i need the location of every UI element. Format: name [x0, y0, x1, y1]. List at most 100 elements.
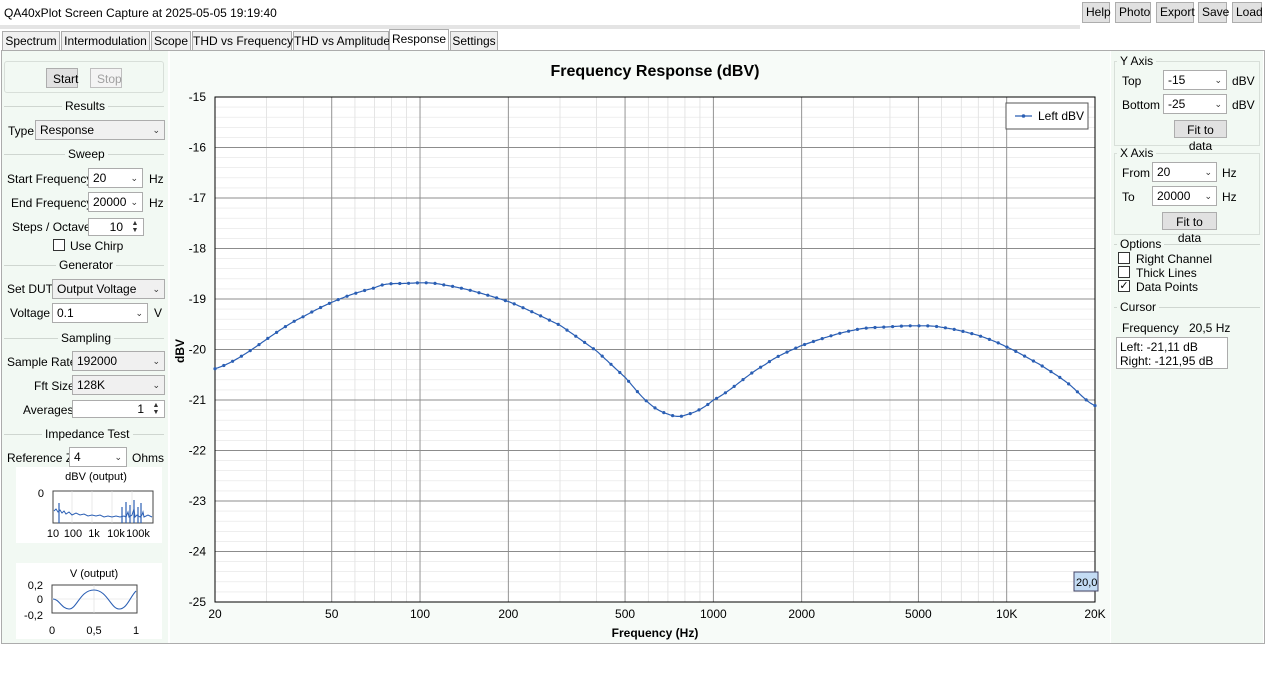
stop-button[interactable]: Stop	[90, 68, 122, 88]
y-top-combo[interactable]: -15 ⌄	[1163, 70, 1227, 90]
end-frequency-label: End Frequency	[11, 196, 93, 210]
x-fit-to-data-button[interactable]: Fit to data	[1162, 212, 1217, 245]
tab-spectrum[interactable]: Spectrum	[2, 31, 60, 50]
run-controls	[4, 61, 164, 93]
data-point	[970, 332, 974, 336]
header-separator	[0, 25, 1080, 29]
data-point	[521, 306, 525, 310]
save-button[interactable]: Save	[1198, 2, 1229, 23]
y-fit-to-data-button[interactable]: Fit to data	[1174, 120, 1227, 153]
data-points-checkbox[interactable]: ✓	[1118, 280, 1130, 292]
tab-thd-vs-amplitude[interactable]: THD vs Amplitude	[293, 31, 390, 50]
mini-scope-x-tick: 0	[49, 625, 55, 637]
data-point	[891, 325, 895, 329]
data-point	[1023, 354, 1027, 358]
reference-z-value: 4	[74, 450, 81, 464]
sample-rate-select[interactable]: 192000 ⌄	[72, 351, 165, 371]
data-point	[266, 336, 270, 340]
data-point	[952, 327, 956, 331]
x-tick-label: 100	[410, 607, 430, 621]
data-point	[873, 325, 877, 330]
cursor-title: Cursor	[1117, 300, 1160, 314]
y-tick-label: -24	[189, 545, 207, 559]
voltage-unit: V	[154, 306, 163, 320]
y-bottom-unit: dBV	[1232, 98, 1255, 112]
right-channel-checkbox[interactable]	[1118, 252, 1130, 264]
series-layer	[213, 281, 1097, 418]
use-chirp-checkbox[interactable]	[53, 239, 65, 251]
y-tick-label: -17	[189, 191, 207, 205]
tab-response[interactable]: Response	[389, 29, 449, 50]
reference-z-label: Reference Z	[7, 451, 74, 465]
y-axis-label: dBV	[173, 339, 187, 363]
averages-label: Averages	[23, 403, 74, 417]
data-point	[1075, 390, 1079, 394]
y-bottom-combo[interactable]: -25 ⌄	[1163, 94, 1227, 114]
tab-scope[interactable]: Scope	[151, 31, 191, 50]
load-button[interactable]: Load	[1232, 2, 1263, 23]
data-point	[231, 359, 235, 363]
data-point	[750, 371, 754, 375]
data-point	[257, 343, 261, 347]
data-point	[301, 315, 305, 319]
data-point	[583, 340, 587, 344]
fft-size-value: 128K	[77, 378, 106, 392]
set-dut-select[interactable]: Output Voltage ⌄	[52, 279, 165, 299]
frequency-response-chart[interactable]: Frequency Response (dBV) Frequency (Hz) …	[170, 51, 1110, 643]
tab-settings[interactable]: Settings	[450, 31, 498, 50]
x-tick-label: 5000	[905, 607, 932, 621]
cursor-divider	[1114, 307, 1260, 308]
data-point	[811, 339, 816, 344]
x-from-value: 20	[1157, 165, 1171, 179]
x-from-combo[interactable]: 20 ⌄	[1152, 162, 1217, 182]
data-point	[380, 283, 384, 287]
data-point	[283, 325, 287, 329]
reference-z-combo[interactable]: 4 ⌄	[69, 447, 127, 467]
help-button[interactable]: Help	[1082, 2, 1111, 23]
thick-lines-checkbox[interactable]	[1118, 266, 1130, 278]
x-tick-label: 20	[208, 607, 222, 621]
x-axis-title: X Axis	[1117, 146, 1157, 160]
steps-octave-input[interactable]: 10 ▲ ▼	[88, 218, 144, 236]
cursor-left-value: Left: -21,11 dB	[1120, 340, 1198, 354]
data-point	[1058, 375, 1062, 379]
export-button[interactable]: Export	[1156, 2, 1195, 23]
spinner-icon[interactable]: ▲ ▼	[131, 220, 139, 234]
mini-spectrum-grid	[71, 491, 133, 523]
fft-size-select[interactable]: 128K ⌄	[72, 375, 165, 395]
start-frequency-combo[interactable]: 20 ⌄	[88, 168, 143, 188]
y-tick-labels: -15 -16 -17 -18 -19 -20 -21 -22 -23 -24 -25	[189, 90, 207, 609]
mini-scope-y-tick: 0,2	[28, 580, 43, 592]
mini-scope-y-tick: -0,2	[24, 610, 43, 622]
y-tick-label: -15	[189, 90, 207, 104]
data-point	[618, 370, 622, 375]
data-point	[609, 362, 613, 366]
voltage-combo[interactable]: 0.1 ⌄	[52, 303, 148, 323]
data-point	[653, 406, 657, 410]
data-point	[451, 284, 455, 288]
data-point	[1067, 382, 1071, 386]
data-point	[679, 414, 683, 418]
end-frequency-combo[interactable]: 20000 ⌄	[88, 192, 143, 212]
mini-scope-plot[interactable]: V (output) 0,2 0 -0,2 0 0,5 1	[16, 563, 162, 639]
cursor-frequency-label: Frequency	[1122, 321, 1179, 335]
x-to-combo[interactable]: 20000 ⌄	[1152, 186, 1217, 206]
chevron-down-icon: ⌄	[1214, 99, 1222, 109]
start-button[interactable]: Start	[46, 68, 78, 88]
sample-rate-label: Sample Rate	[7, 355, 77, 369]
mini-spectrum-plot[interactable]: dBV (output) 0 10 100 1k 10k 100k	[16, 467, 162, 543]
data-point	[987, 337, 992, 341]
data-point	[732, 384, 736, 388]
averages-input[interactable]: 1 ▲ ▼	[72, 400, 165, 418]
spinner-icon[interactable]: ▲ ▼	[152, 402, 160, 416]
data-point	[961, 329, 965, 333]
use-chirp-label: Use Chirp	[70, 239, 124, 253]
tab-intermodulation[interactable]: Intermodulation	[61, 31, 150, 50]
chevron-down-icon: ⌄	[130, 197, 138, 207]
type-select[interactable]: Response ⌄	[35, 120, 165, 140]
results-title: Results	[62, 99, 109, 113]
type-label: Type	[8, 124, 35, 138]
tab-thd-vs-frequency[interactable]: THD vs Frequency	[192, 31, 293, 50]
data-point	[767, 360, 772, 364]
photo-button[interactable]: Photo	[1115, 2, 1151, 23]
